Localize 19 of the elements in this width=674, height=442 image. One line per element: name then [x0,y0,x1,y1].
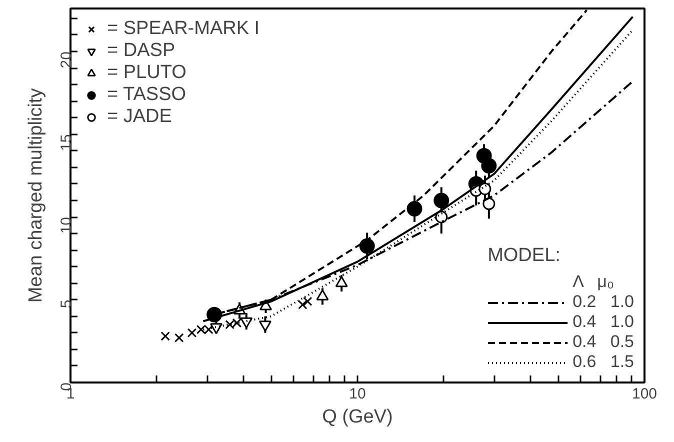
legend-label: 0.4 1.0 [572,312,634,332]
annotation: Λ μ₀ [572,272,614,292]
legend-label: 0.4 0.5 [572,332,634,352]
legend-label: = JADE [107,106,172,128]
y-tick-label: 10 [58,217,75,234]
legend-label: 0.2 1.0 [572,292,634,312]
legend-label: = DASP [107,40,176,62]
x-axis-title: Q (GeV) [322,406,393,428]
legend-title: MODEL: [488,245,562,267]
y-tick-label: 20 [58,52,75,68]
y-tick-label: 5 [58,300,75,308]
x-tick-label: 10 [349,386,366,402]
legend-label: = SPEAR-MARK I [107,18,260,40]
legend-label: = TASSO [107,84,186,106]
legend-label: = PLUTO [107,62,186,84]
y-axis-title: Mean charged multiplicity [26,88,46,303]
y-tick-label: 15 [58,134,75,151]
legend-label: 0.6 1.5 [572,352,634,372]
x-tick-label: 100 [632,386,658,402]
